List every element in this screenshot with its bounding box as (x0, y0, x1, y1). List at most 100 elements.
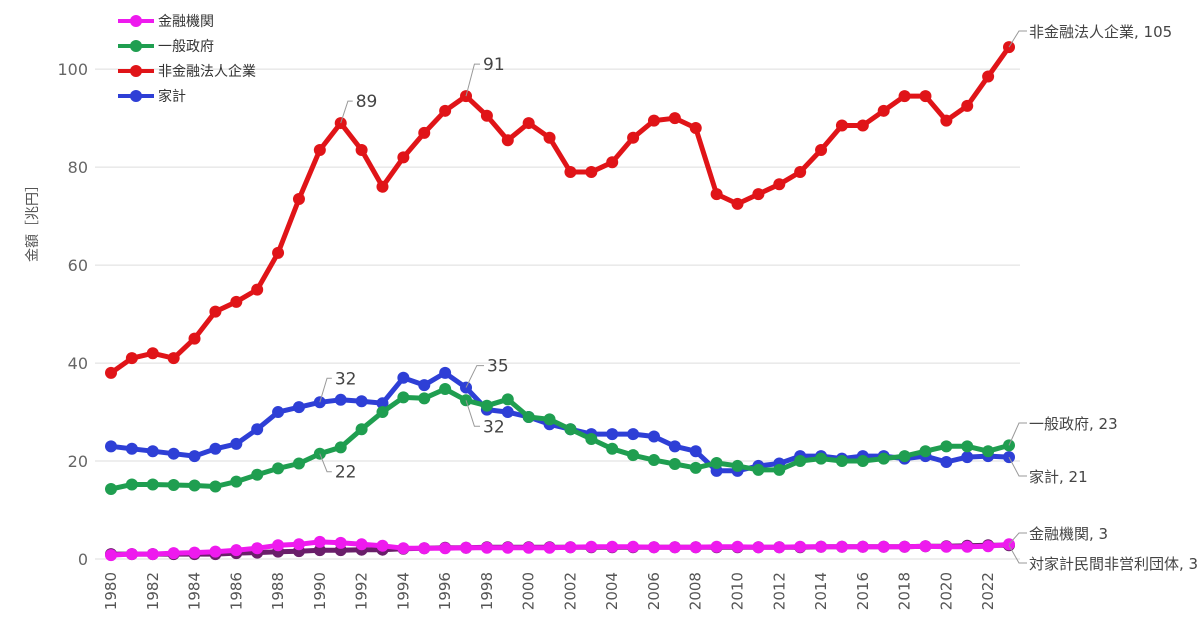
data-point-govt (564, 423, 577, 436)
data-point-household (105, 440, 117, 453)
annotation-label: 35 (487, 357, 509, 377)
data-point-govt (418, 392, 431, 405)
data-point-household (272, 406, 285, 419)
data-point-household (668, 440, 681, 453)
data-point-govt (856, 455, 869, 468)
data-point-household (251, 423, 264, 436)
data-point-fin (668, 541, 681, 554)
data-point-household (606, 428, 619, 441)
annotation-label: 22 (335, 463, 357, 483)
end-label-leader (1008, 456, 1027, 477)
data-point-nonfin (773, 178, 786, 191)
annotation-leader (319, 377, 332, 403)
data-point-household (961, 451, 974, 464)
legend-label: 金融機関 (158, 13, 214, 30)
y-tick-label: 80 (68, 158, 88, 177)
end-label: 非金融法人企業, 105 (1029, 23, 1172, 41)
data-point-govt (397, 391, 410, 404)
data-point-govt (794, 455, 807, 468)
legend-item-nonfinancial[interactable]: 非金融法人企業 (118, 58, 256, 83)
y-tick-label: 20 (68, 452, 88, 471)
legend-label: 非金融法人企業 (158, 63, 256, 80)
data-point-household (188, 450, 201, 463)
data-point-nonfin (710, 188, 723, 201)
data-point-fin (230, 544, 243, 557)
data-point-fin (439, 542, 452, 555)
data-point-nonfin (627, 131, 640, 144)
legend-swatch-icon (118, 39, 154, 52)
data-point-household (292, 401, 305, 414)
data-point-fin (731, 540, 744, 553)
data-point-fin (480, 541, 493, 554)
annotation-leader (319, 453, 332, 473)
data-point-nonfin (334, 117, 347, 130)
x-tick-label: 2012 (770, 572, 788, 610)
data-point-nonfin (292, 192, 305, 205)
data-point-fin (835, 540, 848, 553)
data-point-household (418, 379, 431, 392)
annotation-label: 89 (356, 92, 378, 112)
annotation-label: 32 (483, 417, 505, 437)
data-point-nonfin (418, 126, 431, 139)
data-point-govt (877, 452, 890, 465)
data-point-govt (940, 440, 953, 453)
data-point-fin (815, 540, 828, 553)
x-tick-label: 2018 (896, 572, 914, 610)
x-tick-label: 1990 (311, 572, 329, 610)
data-point-household (167, 447, 180, 460)
data-point-govt (125, 478, 138, 491)
data-point-fin (376, 539, 389, 552)
legend-item-household[interactable]: 家計 (118, 83, 256, 108)
data-point-fin (940, 540, 953, 553)
data-point-govt (334, 441, 347, 454)
y-tick-label: 60 (68, 256, 88, 275)
data-point-fin (397, 542, 410, 555)
x-tick-label: 2016 (854, 572, 872, 610)
end-label: 一般政府, 23 (1029, 415, 1118, 433)
data-point-govt (689, 461, 702, 474)
data-point-fin (647, 541, 660, 554)
data-point-nonfin (856, 119, 869, 132)
data-point-fin (877, 540, 890, 553)
data-point-household (647, 430, 660, 443)
data-point-fin (961, 540, 974, 553)
data-point-nonfin (439, 104, 452, 117)
x-tick-label: 2004 (603, 572, 621, 610)
data-point-govt (355, 423, 368, 436)
data-point-nonfin (961, 99, 974, 112)
data-point-govt (480, 399, 493, 412)
annotation-leader (465, 365, 485, 388)
data-point-fin (627, 540, 640, 553)
data-point-fin (752, 541, 765, 554)
data-point-fin (418, 542, 431, 555)
data-point-nonfin (230, 295, 243, 308)
end-label: 金融機関, 3 (1029, 525, 1108, 543)
data-point-govt (209, 480, 222, 493)
legend-item-government[interactable]: 一般政府 (118, 33, 256, 58)
data-point-govt (543, 413, 556, 426)
data-point-govt (439, 383, 452, 396)
x-tick-label: 1994 (394, 572, 412, 610)
x-tick-label: 1992 (353, 572, 371, 610)
data-point-nonfin (835, 119, 848, 132)
data-point-household (146, 445, 159, 458)
legend-label: 家計 (158, 88, 186, 105)
data-point-nonfin (794, 166, 807, 179)
data-point-nonfin (898, 90, 911, 103)
x-tick-label: 2014 (812, 572, 830, 610)
data-point-govt (272, 462, 285, 475)
data-point-govt (251, 468, 264, 481)
y-tick-label: 0 (78, 550, 88, 569)
x-tick-label: 1986 (227, 572, 245, 610)
x-tick-label: 1998 (478, 572, 496, 610)
data-point-fin (606, 540, 619, 553)
data-point-nonfin (167, 352, 180, 365)
annotation-leader (340, 100, 353, 124)
data-point-fin (710, 540, 723, 553)
legend-item-financial[interactable]: 金融機関 (118, 8, 256, 33)
x-tick-label: 2002 (561, 572, 579, 610)
data-point-nonfin (251, 283, 264, 296)
data-point-fin (522, 541, 535, 554)
annotation-label: 32 (335, 369, 357, 389)
